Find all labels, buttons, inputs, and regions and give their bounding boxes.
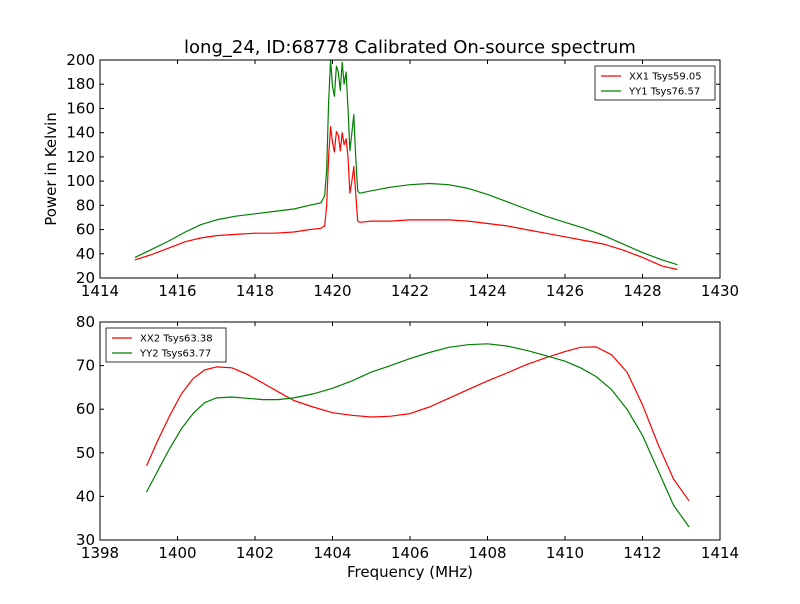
- x-tick-label: 1406: [391, 544, 429, 562]
- plot-panel-1: 1414 1416 1418 1420 1422 1424 1426 1428 1430 20 40…: [42, 51, 739, 300]
- y-tick-label: 200: [66, 51, 95, 69]
- plots-group: 1414 1416 1418 1420 1422 1424 1426 1428 1430 20 40…: [42, 51, 739, 581]
- y-axis-label: Power in Kelvin: [42, 112, 60, 226]
- y-tick-label: 60: [76, 221, 95, 239]
- x-tick-label: 1420: [313, 282, 351, 300]
- legend-label: XX1 Tsys59.05: [629, 72, 702, 83]
- y-tick-label: 140: [66, 124, 95, 142]
- x-axis-label: Frequency (MHz): [347, 563, 473, 581]
- series-line-1-2: [134, 60, 678, 266]
- x-tick-label: 1426: [546, 282, 584, 300]
- plot-panel-2: 1398 1400 1402 1404 1406 1408 1410 1412 1414 30 40…: [76, 313, 739, 581]
- y-tick-label: 30: [76, 531, 95, 549]
- x-tick-label: 1400: [158, 544, 196, 562]
- y-tick-label: 180: [66, 75, 95, 93]
- y-tick-label: 40: [76, 245, 95, 263]
- x-tick-label: 1414: [701, 544, 739, 562]
- y-tick-label: 160: [66, 99, 95, 117]
- y-tick-label: 100: [66, 172, 95, 190]
- x-tick-label: 1410: [546, 544, 584, 562]
- legend-label: XX2 Tsys63.38: [140, 334, 213, 345]
- y-tick-label: 60: [76, 400, 95, 418]
- legend-label: YY2 Tsys63.77: [139, 349, 211, 360]
- legend: XX2 Tsys63.38 YY2 Tsys63.77: [105, 327, 227, 363]
- y-tick-label: 80: [76, 313, 95, 331]
- x-tick-label: 1416: [158, 282, 196, 300]
- y-tick-label: 120: [66, 148, 95, 166]
- y-tick-label: 80: [76, 196, 95, 214]
- x-tick-label: 1404: [313, 544, 351, 562]
- x-tick-label: 1430: [701, 282, 739, 300]
- series-line-1-1: [134, 125, 678, 271]
- x-tick-label: 1398: [81, 544, 119, 562]
- x-tick-label: 1424: [468, 282, 506, 300]
- legend-box: [594, 65, 716, 101]
- x-tick-label: 1408: [468, 544, 506, 562]
- x-tick-label: 1422: [391, 282, 429, 300]
- figure-title: long_24, ID:68778 Calibrated On-source s…: [184, 37, 636, 58]
- y-tick-label: 70: [76, 357, 95, 375]
- x-tick-label: 1418: [236, 282, 274, 300]
- legend: XX1 Tsys59.05 YY1 Tsys76.57: [594, 65, 716, 101]
- x-tick-label: 1402: [236, 544, 274, 562]
- y-tick-label: 20: [76, 269, 95, 287]
- legend-box: [105, 327, 227, 363]
- y-tick-label: 50: [76, 444, 95, 462]
- x-tick-label: 1414: [81, 282, 119, 300]
- y-tick-label: 40: [76, 487, 95, 505]
- x-tick-label: 1428: [623, 282, 661, 300]
- series-line-2-1: [145, 346, 690, 502]
- series-line-2-2: [145, 343, 690, 528]
- legend-label: YY1 Tsys76.57: [628, 87, 700, 98]
- x-tick-label: 1412: [623, 544, 661, 562]
